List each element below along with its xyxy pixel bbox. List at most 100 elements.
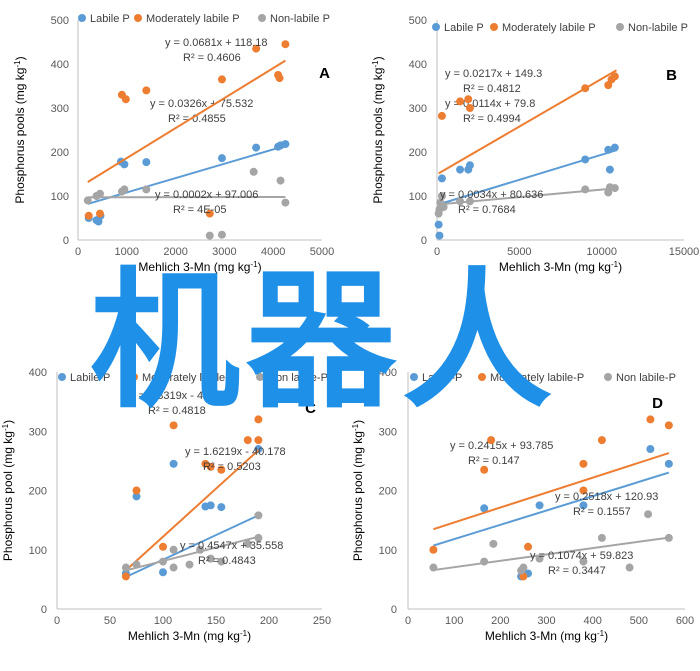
y-tick-label: 200 (409, 147, 427, 159)
data-point (625, 563, 634, 572)
data-point (487, 436, 496, 445)
legend-marker (58, 373, 66, 381)
data-point (132, 560, 141, 569)
y-axis-title: Phosphorus pool (mg kg-1) (1, 420, 15, 561)
data-point (535, 554, 544, 563)
data-point (142, 86, 151, 95)
x-tick-label: 0 (75, 246, 81, 258)
data-point (664, 459, 673, 468)
trend-r2: R² = 0.147 (468, 455, 520, 467)
data-point (159, 557, 167, 566)
legend-marker (432, 23, 440, 31)
trend-equation: y = 0.0002x + 97.006 (155, 189, 258, 201)
data-point (581, 185, 590, 194)
data-point (439, 203, 448, 211)
trend-r2: R² = 4E-05 (173, 204, 227, 216)
data-point (243, 436, 252, 445)
data-point (142, 158, 151, 167)
x-tick-label: 2000 (163, 246, 187, 258)
legend-label: Labile-P (422, 372, 462, 384)
legend-label: Non-labile P (628, 22, 688, 34)
data-point (464, 95, 473, 104)
data-point (254, 415, 263, 424)
data-point (121, 95, 130, 104)
trend-equation: y = 0.0326x + 75.532 (150, 98, 253, 110)
data-point (196, 545, 205, 554)
data-point (456, 165, 465, 174)
data-point (121, 572, 130, 581)
y-tick-label: 300 (29, 426, 47, 438)
y-tick-label: 400 (51, 59, 69, 71)
data-point (644, 510, 653, 519)
data-point (159, 568, 167, 577)
data-point (437, 174, 446, 183)
data-point (120, 185, 129, 194)
data-point (646, 415, 655, 424)
data-point (254, 436, 263, 445)
legend-label: Moderately labile-P (490, 372, 584, 384)
trend-r2: R² = 0.4606 (183, 52, 241, 64)
data-point (206, 462, 215, 471)
legend-label: Labile P (444, 22, 484, 34)
data-point (435, 231, 444, 240)
data-point (217, 230, 226, 239)
y-tick-label: 500 (51, 15, 69, 27)
data-point (610, 143, 619, 152)
y-axis-title: Phosphorus pools (mg kg-1) (371, 56, 385, 203)
legend-label: Labile-P (70, 372, 110, 384)
trend-r2: R² = 0.4812 (463, 83, 521, 95)
y-tick-label: 0 (63, 235, 69, 247)
data-point (281, 40, 290, 49)
data-point (480, 465, 489, 474)
y-axis-title: Phosphorus pool (mg kg-1) (351, 420, 365, 561)
x-tick-label: 50 (104, 615, 116, 627)
data-point (159, 542, 167, 551)
trendline (433, 452, 670, 531)
trend-equation: y = 0.0217x + 149.3 (445, 68, 542, 80)
trend-equation: y = 0.0034x + 80.636 (440, 189, 543, 201)
data-point (480, 504, 489, 513)
data-point (646, 445, 655, 454)
y-tick-label: 400 (409, 59, 427, 71)
trendline (125, 535, 259, 572)
data-point (429, 545, 438, 554)
trend-r2: R² = 0.4818 (148, 405, 206, 417)
x-tick-label: 200 (260, 615, 278, 627)
trendline (433, 536, 669, 572)
data-point (456, 97, 465, 106)
y-tick-label: 300 (379, 426, 397, 438)
chart-panel-c: 0 50 100 150 200 250 0 100 200 300 400 Mehlich 3-Mn… (1, 367, 331, 643)
trend-r2: R² = 0.4994 (463, 113, 521, 125)
x-tick-label: 0 (434, 246, 440, 258)
trendline (87, 59, 286, 183)
legend-marker (410, 373, 418, 381)
data-point (206, 554, 215, 563)
chart-panel-b: 0 5000 10000 15000 0 100 200 300 400 500 Mehlich 3… (371, 15, 699, 274)
x-axis-title: Mehlich 3-Mn (mg kg-1) (499, 260, 622, 274)
legend-label: Non labile-P (268, 372, 328, 384)
data-point (579, 459, 588, 468)
data-point (281, 198, 290, 207)
trend-r2: R² = 0.4843 (198, 555, 256, 567)
panel-label: A (319, 65, 330, 82)
panel-label: B (666, 67, 677, 84)
data-point (605, 165, 614, 174)
chart-panel-a: 0 1000 2000 3000 4000 5000 0 100 200 300 400 500 Meh… (13, 13, 334, 274)
trend-r2: R² = 0.4855 (168, 113, 226, 125)
data-point (581, 84, 590, 93)
x-tick-label: 250 (313, 615, 331, 627)
trend-equation: y = 0.8319x - 4 (130, 390, 203, 402)
y-tick-label: 200 (29, 486, 47, 498)
trend-equation: y = 1.6219x - 40.178 (185, 446, 286, 458)
data-point (185, 560, 194, 569)
legend-marker (478, 373, 486, 381)
data-point (610, 72, 619, 81)
trend-equation: y = 0.4547x + 35.558 (180, 540, 283, 552)
x-tick-label: 4000 (261, 246, 285, 258)
x-axis-title: Mehlich 3-Mn (mg kg-1) (128, 629, 251, 643)
x-tick-label: 300 (537, 615, 555, 627)
x-tick-label: 150 (207, 615, 225, 627)
legend-label: Non-labile P (270, 13, 330, 25)
data-point (579, 486, 588, 495)
data-point (132, 486, 141, 495)
